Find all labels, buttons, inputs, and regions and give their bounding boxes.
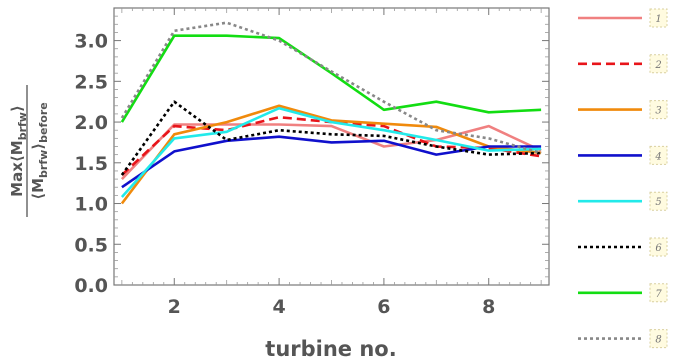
- y-tick-label: 3.0: [74, 31, 108, 53]
- x-tick-label: 6: [377, 296, 390, 318]
- legend-label-3: 3: [655, 106, 661, 117]
- y-axis-title: Max⟨Mbrfw⟩ ⟨Mbrfw⟩before: [8, 85, 50, 217]
- legend-label-box: [649, 100, 668, 120]
- y-tick-label: 0.5: [74, 234, 108, 256]
- legend-label-7: 7: [655, 289, 662, 300]
- series-line-6: [120, 100, 542, 176]
- legend-label-4: 4: [654, 151, 661, 162]
- legend-label-5: 5: [655, 197, 661, 208]
- legend-label-6: 6: [655, 243, 662, 254]
- y-tick-label: 1.0: [74, 194, 108, 216]
- legend-label-box: [649, 8, 668, 28]
- legend-label-box: [649, 237, 668, 257]
- legend-label-box: [649, 54, 668, 74]
- legend-label-1: 1: [655, 14, 661, 25]
- series-lines: [120, 21, 542, 205]
- legend-label-2: 2: [654, 60, 661, 71]
- legend-label-box: [649, 283, 668, 303]
- x-axis-title: turbine no.: [265, 337, 396, 361]
- legend-label-8: 8: [655, 335, 661, 346]
- x-tick-label: 8: [482, 296, 495, 318]
- legend-label-box: [649, 191, 668, 211]
- y-axis-title-numerator: Max⟨Mbrfw⟩: [8, 105, 29, 197]
- x-tick-label: 2: [168, 296, 181, 318]
- y-axis: 0.0 0.5 1.0 1.5 2.0 2.5 3.0: [74, 15, 549, 297]
- legend-label-box: [649, 145, 668, 165]
- series-line-4: [121, 135, 542, 189]
- x-tick-label: 4: [272, 296, 285, 318]
- series-line-3: [120, 104, 542, 205]
- y-tick-label: 1.5: [74, 153, 108, 175]
- y-tick-label: 2.5: [74, 71, 108, 93]
- x-axis: 2 4 6 8: [121, 8, 542, 318]
- series-line-7: [120, 34, 542, 123]
- y-tick-label: 0.0: [74, 275, 108, 297]
- series-line-8: [120, 21, 542, 155]
- legend-label-box: [649, 329, 668, 349]
- y-axis-title-denominator: ⟨Mbrfw⟩before: [29, 102, 50, 199]
- series-line-5: [120, 106, 542, 198]
- legend: 1 2 3 4 5 6 7 8: [578, 8, 668, 349]
- series-line-1: [120, 123, 542, 181]
- y-tick-label: 2.0: [74, 112, 108, 134]
